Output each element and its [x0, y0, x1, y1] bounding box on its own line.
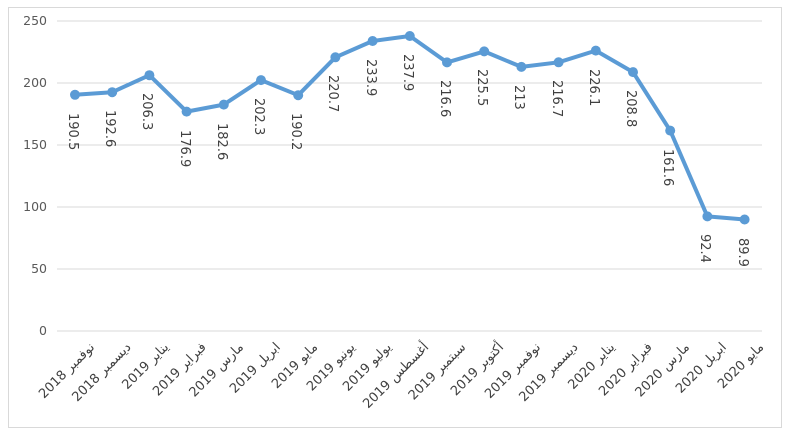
data-point-marker	[516, 61, 527, 72]
data-point-marker	[739, 214, 750, 225]
data-point-marker	[256, 75, 266, 86]
data-point-marker	[702, 211, 713, 222]
data-point-marker	[442, 57, 452, 68]
data-point-marker	[367, 36, 378, 46]
data-point-marker	[628, 67, 638, 78]
data-point-marker	[218, 99, 229, 110]
data-point-marker	[181, 106, 192, 117]
data-point-marker	[144, 70, 155, 81]
data-point-marker	[665, 125, 676, 136]
data-point-marker	[404, 31, 415, 41]
data-point-marker	[70, 89, 80, 100]
data-point-marker	[553, 57, 564, 68]
chart-frame	[8, 7, 782, 428]
series-line	[73, 34, 747, 222]
data-point-marker	[479, 46, 490, 57]
data-point-marker	[590, 45, 601, 56]
data-point-marker	[293, 90, 304, 101]
data-point-marker	[330, 52, 341, 63]
data-point-marker	[107, 87, 118, 98]
